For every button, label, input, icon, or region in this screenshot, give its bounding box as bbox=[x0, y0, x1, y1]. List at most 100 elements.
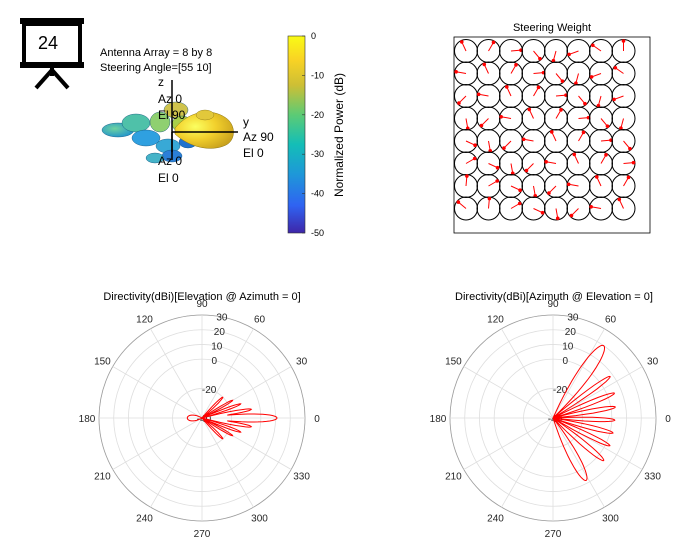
colorbar-tick-label: -20 bbox=[311, 110, 324, 120]
weight-arrow-head bbox=[589, 204, 593, 209]
radius-tick-label: 20 bbox=[214, 327, 226, 338]
angle-tick-label: 0 bbox=[665, 414, 671, 425]
weight-arrow-head bbox=[456, 200, 461, 204]
angle-tick-label: 240 bbox=[487, 514, 504, 525]
weight-arrow-head bbox=[581, 130, 586, 135]
weight-arrow-head bbox=[487, 196, 492, 201]
angle-tick-label: 30 bbox=[296, 357, 308, 368]
polar-spoke bbox=[463, 417, 554, 470]
weight-arrow-head bbox=[567, 52, 571, 57]
angle-tick-label: 0 bbox=[314, 414, 320, 425]
angle-tick-label: 90 bbox=[196, 299, 208, 310]
angle-tick-label: 120 bbox=[487, 314, 504, 325]
weight-arrow-head bbox=[459, 40, 464, 44]
slide-icon bbox=[20, 18, 84, 90]
angle-tick-label: 180 bbox=[430, 414, 447, 425]
polar-spoke bbox=[201, 417, 254, 508]
colorbar bbox=[287, 35, 306, 234]
x-axis-el: El 0 bbox=[158, 171, 179, 185]
weight-arrow-head bbox=[514, 63, 518, 67]
colorbar-tick-label: -30 bbox=[311, 149, 324, 159]
polar-spoke bbox=[201, 417, 292, 470]
polar-spoke bbox=[552, 366, 643, 419]
polar-elevation: 0 30 60 90 120 150 180 210 240 270 300 330 30 20 10 0 -2… bbox=[79, 299, 321, 540]
polar-spoke bbox=[150, 328, 203, 419]
weight-arrow-head bbox=[619, 126, 623, 130]
weight-arrow-head bbox=[612, 97, 616, 102]
radius-tick-label: 0 bbox=[562, 356, 568, 367]
weight-arrow-head bbox=[572, 152, 577, 157]
y-axis-name: y bbox=[243, 115, 249, 129]
weight-arrow-head bbox=[596, 103, 601, 108]
polar-spoke bbox=[463, 366, 554, 419]
weight-arrow-head bbox=[538, 56, 542, 61]
angle-tick-label: 210 bbox=[445, 472, 462, 483]
radius-tick-label: 10 bbox=[211, 342, 223, 353]
pattern-curve bbox=[552, 344, 617, 482]
weight-arrow-head bbox=[574, 81, 578, 85]
weight-arrow-head bbox=[527, 107, 532, 112]
radius-tick-label: 0 bbox=[211, 356, 217, 367]
y-axis-az: Az 90 bbox=[243, 130, 274, 144]
weight-arrow-head bbox=[540, 210, 545, 215]
colorbar-label: Normalized Power (dB) bbox=[332, 73, 346, 197]
polar-spoke bbox=[552, 417, 605, 508]
colorbar-tick-label: -40 bbox=[311, 189, 324, 199]
polar-spoke bbox=[501, 328, 554, 419]
weight-arrow-head bbox=[472, 156, 477, 161]
weight-arrow-head bbox=[589, 75, 594, 79]
radius-tick-label: 30 bbox=[216, 313, 228, 324]
angle-tick-label: 60 bbox=[254, 314, 266, 325]
slide-number: 24 bbox=[37, 33, 59, 53]
weight-arrow-head bbox=[473, 143, 477, 148]
colorbar-ticks: 0 -10 -20 -30 -40 -50 bbox=[302, 31, 324, 238]
radius-tick-label: 20 bbox=[565, 327, 577, 338]
angle-tick-label: 120 bbox=[136, 314, 153, 325]
colorbar-tick-label: -10 bbox=[311, 70, 324, 80]
polar-spoke bbox=[201, 328, 254, 419]
polar-azimuth: 0 30 60 90 120 150 180 210 240 270 300 330 30 20 10 0 -2… bbox=[430, 299, 672, 540]
array-size-label: Antenna Array = 8 by 8 bbox=[100, 47, 213, 59]
radius-tick-label: -20 bbox=[553, 385, 568, 396]
weight-arrow-head bbox=[549, 130, 554, 134]
polar-spoke bbox=[501, 417, 554, 508]
weight-arrow-head bbox=[521, 137, 526, 142]
pattern-curve bbox=[186, 396, 278, 440]
polar2-title: Directivity(dBi)[Azimuth @ Elevation = 0… bbox=[455, 291, 653, 303]
weight-arrow-head bbox=[583, 101, 587, 106]
weight-arrow-head bbox=[479, 123, 484, 128]
weight-arrow-head bbox=[491, 40, 496, 45]
pattern-3d bbox=[101, 80, 238, 164]
weight-arrow-head bbox=[517, 201, 522, 206]
weight-arrow-head bbox=[626, 175, 631, 180]
z-axis-az: Az 0 bbox=[158, 92, 182, 106]
weight-arrow-head bbox=[555, 216, 560, 221]
weight-arrow-head bbox=[536, 85, 541, 90]
angle-tick-label: 150 bbox=[94, 357, 111, 368]
weight-arrow-head bbox=[621, 39, 626, 43]
weight-arrow-head bbox=[560, 79, 565, 83]
weight-arrow-head bbox=[547, 191, 551, 195]
weight-arrow-head bbox=[551, 58, 556, 63]
weight-arrow-head bbox=[628, 146, 632, 151]
weight-arrow-head bbox=[454, 69, 458, 74]
angle-tick-label: 330 bbox=[293, 472, 310, 483]
colorbar-tick-label: -50 bbox=[311, 228, 324, 238]
angle-tick-label: 90 bbox=[547, 299, 559, 310]
polar-spoke bbox=[112, 417, 203, 470]
z-axis-el: El 90 bbox=[158, 108, 186, 122]
weight-arrow-head bbox=[613, 65, 618, 70]
angle-tick-label: 270 bbox=[194, 529, 211, 540]
angle-tick-label: 210 bbox=[94, 472, 111, 483]
element-circle bbox=[611, 196, 636, 221]
radius-tick-label: 10 bbox=[562, 342, 574, 353]
angle-tick-label: 180 bbox=[79, 414, 96, 425]
polar-spoke bbox=[112, 366, 203, 419]
steering-weight-title: Steering Weight bbox=[513, 22, 591, 34]
angle-tick-label: 30 bbox=[647, 357, 659, 368]
weight-arrow-head bbox=[457, 101, 461, 105]
polar-spoke bbox=[552, 328, 605, 419]
polar1-title: Directivity(dBi)[Elevation @ Azimuth = 0… bbox=[103, 291, 300, 303]
weight-arrow-head bbox=[465, 174, 469, 178]
